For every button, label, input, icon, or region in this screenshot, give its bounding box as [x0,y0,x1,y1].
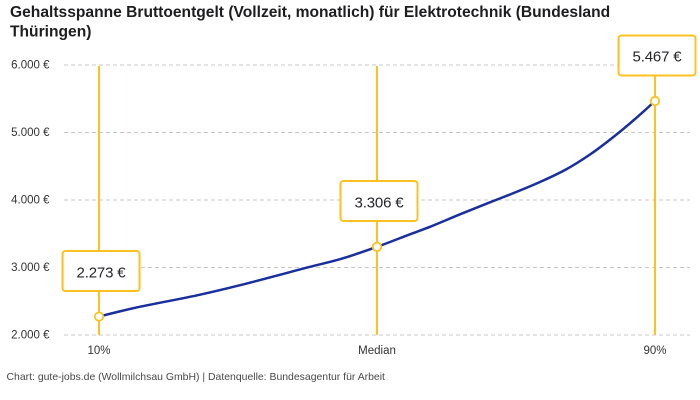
svg-text:5.000 €: 5.000 € [11,127,50,139]
svg-text:2.273 €: 2.273 € [77,265,127,282]
svg-text:2.000 €: 2.000 € [11,330,50,342]
svg-text:6.000 €: 6.000 € [11,60,50,72]
svg-text:4.000 €: 4.000 € [11,195,50,207]
svg-text:3.306 €: 3.306 € [355,195,405,212]
svg-text:5.467 €: 5.467 € [633,49,683,66]
svg-text:Thüringen): Thüringen) [10,24,91,41]
svg-text:10%: 10% [87,345,110,357]
svg-text:90%: 90% [643,345,666,357]
svg-text:Gehaltsspanne Bruttoentgelt (V: Gehaltsspanne Bruttoentgelt (Vollzeit, m… [10,4,610,21]
svg-text:Chart: gute-jobs.de (Wollmilch: Chart: gute-jobs.de (Wollmilchsau GmbH) … [7,372,386,383]
svg-text:3.000 €: 3.000 € [11,262,50,274]
svg-text:Median: Median [358,345,396,357]
